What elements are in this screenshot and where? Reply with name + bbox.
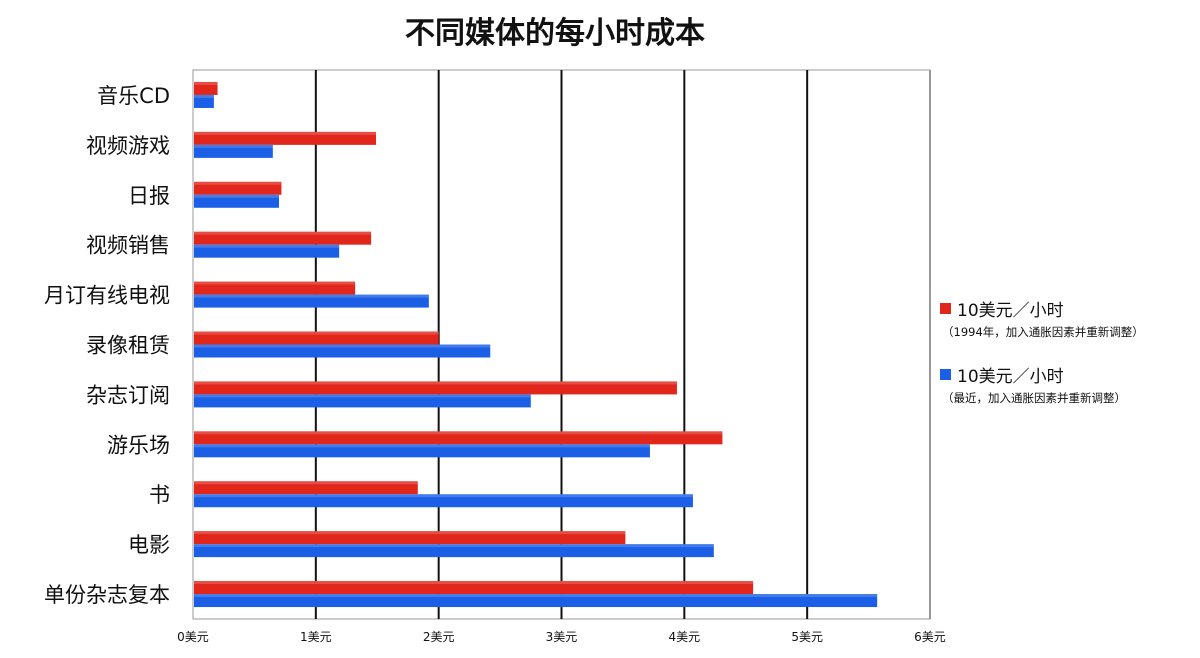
bar-highlight: [194, 344, 491, 348]
bar: [194, 544, 714, 558]
category-label: 视频销售: [86, 234, 170, 258]
x-tick-label: 4美元: [669, 630, 701, 644]
bar-highlight: [194, 444, 650, 448]
category-label: 月订有线电视: [44, 284, 170, 308]
category-label: 电影: [128, 533, 170, 557]
legend-item-series-2: 10美元／小时 （最近，加入通胀因素并重新调整）: [940, 362, 1195, 406]
category-label: 杂志订阅: [86, 383, 170, 407]
category-label: 游乐场: [107, 433, 170, 457]
legend-swatch: [940, 303, 951, 314]
bar-highlight: [194, 231, 372, 235]
bar: [194, 494, 693, 508]
bar: [194, 331, 439, 345]
x-tick-label: 0美元: [177, 630, 209, 644]
bar: [194, 94, 214, 108]
legend-series-name: 10美元／小时: [957, 367, 1064, 387]
bar-highlight: [194, 294, 429, 298]
bar: [194, 281, 356, 295]
bar: [194, 344, 491, 358]
labels-layer: 0美元 1美元 2美元 3美元 4美元 5美元 6美元 音乐CD 视频游戏日报视频销售月订有线电…: [44, 84, 946, 644]
bar-highlight: [194, 131, 377, 135]
category-label: 书: [149, 483, 170, 507]
bar: [194, 531, 626, 545]
bar-highlight: [194, 581, 754, 585]
legend-series-note: （1994年，加入通胀因素并重新调整）: [942, 325, 1144, 339]
bar-highlight: [194, 281, 356, 285]
legend-series-name: 10美元／小时: [957, 301, 1064, 321]
bar: [194, 381, 677, 395]
bar-highlight: [194, 544, 714, 548]
bar: [194, 181, 282, 195]
bar-highlight: [194, 381, 677, 385]
bar-highlight: [194, 594, 878, 598]
bar: [194, 81, 218, 95]
category-label: 单份杂志复本: [44, 583, 170, 607]
category-label: 音乐CD: [97, 84, 170, 108]
category-label: 日报: [128, 184, 170, 208]
bar-highlight: [194, 481, 418, 485]
x-tick-label: 1美元: [300, 630, 332, 644]
bar: [194, 131, 377, 145]
x-tick-label: 5美元: [791, 630, 823, 644]
bar-highlight: [194, 494, 693, 498]
bar-highlight: [194, 431, 723, 435]
bar-highlight: [194, 144, 273, 148]
x-tick-label: 6美元: [914, 630, 946, 644]
bar: [194, 481, 418, 495]
bars-layer: [194, 81, 878, 608]
bar: [194, 194, 279, 208]
bar: [194, 244, 340, 258]
bar-highlight: [194, 394, 531, 398]
bar-highlight: [194, 194, 279, 198]
x-tick-label: 3美元: [546, 630, 578, 644]
bar-highlight: [194, 181, 282, 185]
bar-highlight: [194, 531, 626, 535]
bar: [194, 444, 650, 458]
chart-title: 不同媒体的每小时成本: [405, 16, 705, 51]
legend-item-series-1: 10美元／小时 （1994年，加入通胀因素并重新调整）: [940, 296, 1195, 340]
category-label: 录像租赁: [86, 334, 170, 358]
bar: [194, 231, 372, 245]
bar-highlight: [194, 81, 218, 85]
legend-series-note: （最近，加入通胀因素并重新调整）: [942, 391, 1126, 405]
bar: [194, 144, 273, 158]
category-label: 视频游戏: [86, 134, 170, 158]
x-tick-label: 2美元: [423, 630, 455, 644]
bar-highlight: [194, 244, 340, 248]
legend-swatch: [940, 369, 951, 380]
bar: [194, 294, 429, 308]
bar: [194, 394, 531, 408]
bar: [194, 431, 723, 445]
legend: 10美元／小时 （1994年，加入通胀因素并重新调整） 10美元／小时 （最近，…: [940, 296, 1195, 428]
bar-highlight: [194, 94, 214, 98]
bar-highlight: [194, 331, 439, 335]
bar: [194, 581, 754, 595]
bar: [194, 594, 878, 608]
